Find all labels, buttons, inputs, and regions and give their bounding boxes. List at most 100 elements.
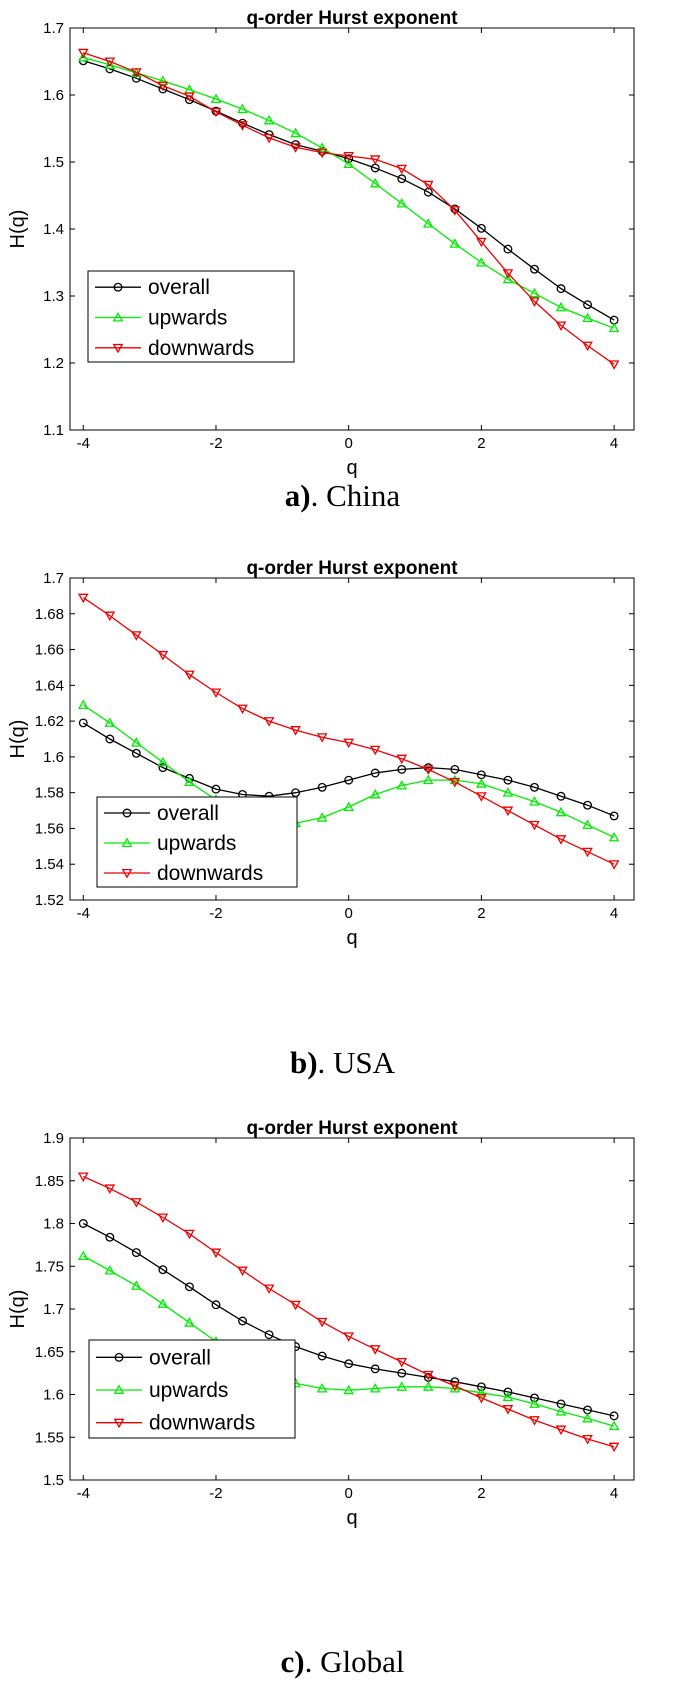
legend-label-overall: overall bbox=[148, 276, 210, 299]
data-point-downwards bbox=[104, 611, 116, 622]
x-tick-label: -4 bbox=[77, 1485, 90, 1502]
data-point-upwards bbox=[396, 198, 408, 208]
y-tick-label: 1.4 bbox=[43, 221, 64, 238]
data-point-overall bbox=[530, 264, 539, 274]
series-downwards bbox=[77, 1172, 620, 1453]
y-tick-label: 1.66 bbox=[35, 642, 64, 659]
data-point-downwards bbox=[237, 704, 248, 715]
legend-marker-overall bbox=[114, 1352, 124, 1362]
data-point-upwards bbox=[369, 788, 381, 799]
data-point-upwards bbox=[555, 806, 567, 817]
data-point-upwards bbox=[316, 142, 328, 152]
data-point-downwards bbox=[608, 860, 620, 870]
data-point-downwards bbox=[263, 717, 275, 727]
data-point-upwards bbox=[529, 796, 540, 806]
data-point-downwards bbox=[582, 847, 593, 858]
data-point-upwards bbox=[582, 819, 593, 829]
data-point-downwards bbox=[449, 777, 461, 788]
x-tick-label: 4 bbox=[610, 905, 618, 922]
data-point-overall bbox=[609, 811, 619, 821]
data-point-downwards bbox=[210, 107, 222, 118]
data-point-downwards bbox=[184, 670, 195, 681]
data-point-downwards bbox=[396, 1357, 408, 1368]
data-point-overall bbox=[317, 1351, 327, 1361]
series-line-upwards bbox=[82, 704, 615, 838]
data-point-overall bbox=[211, 784, 221, 794]
data-point-upwards bbox=[582, 1412, 593, 1423]
legend-label-overall: overall bbox=[157, 802, 219, 825]
data-point-downwards bbox=[316, 733, 328, 743]
data-point-upwards bbox=[396, 779, 408, 790]
data-point-overall bbox=[264, 1330, 274, 1340]
x-axis-label: q bbox=[346, 1507, 357, 1529]
data-point-downwards bbox=[237, 1266, 248, 1277]
data-point-upwards bbox=[77, 51, 89, 62]
data-point-overall bbox=[238, 1316, 247, 1326]
x-tick-label: -2 bbox=[209, 1485, 222, 1502]
data-point-downwards bbox=[316, 148, 328, 159]
data-point-downwards bbox=[290, 143, 301, 153]
data-point-downwards bbox=[263, 133, 275, 144]
y-tick-label: 1.55 bbox=[35, 1429, 64, 1446]
y-tick-label: 1.5 bbox=[43, 1472, 64, 1489]
data-point-downwards bbox=[184, 92, 195, 102]
chart-title: q-order Hurst exponent bbox=[246, 1120, 458, 1139]
data-point-upwards bbox=[608, 831, 620, 842]
data-point-downwards bbox=[343, 151, 354, 162]
data-point-upwards bbox=[608, 1420, 620, 1431]
data-point-downwards bbox=[502, 806, 514, 817]
legend-marker-overall bbox=[122, 808, 132, 818]
y-tick-label: 1.7 bbox=[43, 20, 64, 37]
series-line-downwards bbox=[83, 1175, 615, 1448]
x-tick-label: -4 bbox=[77, 905, 90, 922]
data-point-downwards bbox=[369, 155, 381, 165]
data-point-overall bbox=[184, 1282, 194, 1292]
data-point-upwards bbox=[396, 1381, 408, 1391]
data-point-overall bbox=[131, 748, 141, 758]
data-point-overall bbox=[370, 768, 380, 778]
data-point-upwards bbox=[476, 256, 487, 267]
x-tick-label: -2 bbox=[209, 435, 222, 452]
data-point-upwards bbox=[316, 812, 328, 822]
data-point-upwards bbox=[423, 218, 434, 228]
x-axis-label: q bbox=[346, 927, 357, 949]
data-point-overall bbox=[397, 764, 407, 774]
data-point-overall bbox=[556, 284, 566, 294]
data-point-overall bbox=[131, 1248, 141, 1258]
data-point-downwards bbox=[476, 237, 487, 248]
data-point-upwards bbox=[555, 301, 567, 312]
y-tick-label: 1.7 bbox=[43, 570, 64, 587]
series-downwards bbox=[77, 593, 620, 870]
data-point-upwards bbox=[157, 1298, 169, 1308]
hurst-chart-china: q-order Hurst exponent -4 -2 0 2 4 1.1 1.2 1.3 1.… bbox=[7, 8, 635, 478]
legend-marker-downwards bbox=[121, 868, 133, 879]
data-point-upwards bbox=[423, 1381, 434, 1391]
data-point-overall bbox=[370, 1364, 380, 1374]
data-point-downwards bbox=[316, 1317, 328, 1328]
y-tick-label: 1.62 bbox=[35, 713, 64, 730]
x-axis-label: q bbox=[346, 457, 357, 478]
data-point-overall bbox=[397, 174, 407, 184]
data-point-upwards bbox=[449, 1382, 461, 1393]
legend-label-overall: overall bbox=[149, 1346, 211, 1369]
data-point-upwards bbox=[582, 312, 593, 323]
y-tick-label: 1.64 bbox=[35, 677, 64, 694]
y-tick-label: 1.6 bbox=[43, 1387, 64, 1404]
data-point-overall bbox=[105, 1232, 115, 1242]
data-point-downwards bbox=[184, 1229, 195, 1240]
y-tick-label: 1.5 bbox=[43, 154, 64, 171]
legend-label-upwards: upwards bbox=[149, 1379, 228, 1402]
data-point-downwards bbox=[502, 269, 514, 279]
caption-letter: a) bbox=[284, 478, 311, 513]
data-point-overall bbox=[583, 800, 593, 810]
data-point-downwards bbox=[423, 765, 434, 775]
data-point-upwards bbox=[77, 699, 89, 710]
data-point-overall bbox=[530, 1393, 539, 1403]
data-point-downwards bbox=[369, 1345, 381, 1355]
caption-letter: c) bbox=[280, 1644, 305, 1679]
chart-panel-china: q-order Hurst exponent -4 -2 0 2 4 1.1 1.2 1.3 1.… bbox=[0, 0, 685, 560]
data-point-upwards bbox=[77, 1250, 89, 1261]
data-point-downwards bbox=[529, 820, 540, 831]
data-point-upwards bbox=[157, 756, 169, 767]
series-downwards bbox=[77, 48, 620, 370]
